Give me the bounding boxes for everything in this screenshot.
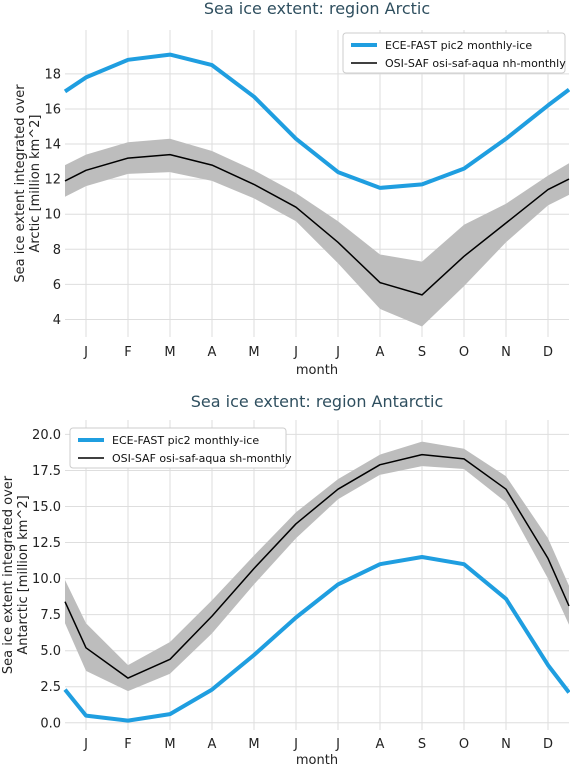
uncertainty-band <box>65 138 569 327</box>
series-line-1 <box>64 153 570 296</box>
x-tick-label: M <box>248 345 259 360</box>
y-tick-label: 14 <box>44 138 61 153</box>
y-tick-label: 12 <box>44 173 61 188</box>
y-axis-label: Sea ice extent integrated overAntarctic … <box>1 475 31 674</box>
x-tick-label: S <box>418 737 426 752</box>
x-tick-label: N <box>501 345 511 360</box>
x-tick-label: J <box>83 345 88 360</box>
x-tick-label: F <box>124 737 131 752</box>
y-tick-label: 0.0 <box>40 716 61 731</box>
x-tick-label: D <box>543 737 553 752</box>
y-axis-label: Sea ice extent integrated overArctic [mi… <box>13 84 43 283</box>
chart-title: Sea ice extent: region Antarctic <box>191 392 444 411</box>
x-tick-label: J <box>335 737 340 752</box>
y-axis-label-line: Antarctic [million km^2] <box>16 495 31 654</box>
x-tick-label: S <box>418 345 426 360</box>
uncertainty-band <box>65 441 569 692</box>
y-tick-label: 4 <box>53 313 61 328</box>
x-tick-label: J <box>293 737 298 752</box>
x-tick-label: M <box>164 737 175 752</box>
x-tick-label: O <box>459 345 469 360</box>
x-tick-label: A <box>376 345 385 360</box>
x-axis-label: month <box>296 363 338 378</box>
x-tick-label: M <box>248 737 259 752</box>
y-axis-label-line: Arctic [million km^2] <box>28 114 43 252</box>
y-tick-label: 10.0 <box>32 572 61 587</box>
x-tick-label: A <box>208 345 217 360</box>
y-axis-label-line: Sea ice extent integrated over <box>13 84 28 283</box>
y-tick-label: 18 <box>44 67 61 82</box>
x-tick-label: J <box>293 345 298 360</box>
y-tick-label: 20.0 <box>32 428 61 443</box>
legend-label-0: ECE-FAST pic2 monthly-ice <box>385 39 532 52</box>
y-tick-label: 6 <box>53 278 61 293</box>
y-tick-label: 16 <box>44 102 61 117</box>
x-tick-label: F <box>124 345 131 360</box>
plot-area <box>65 30 569 337</box>
series-line-0 <box>63 555 570 723</box>
y-tick-label: 8 <box>53 243 61 258</box>
chart-title: Sea ice extent: region Arctic <box>204 0 430 18</box>
x-axis-label: month <box>296 753 338 767</box>
y-tick-label: 10 <box>44 208 61 223</box>
x-tick-label: M <box>164 345 175 360</box>
chart-0: 4 6 8 10 12 14 16 18 J F M A M J J A S O N D Sea ice extent:… <box>13 0 570 378</box>
legend: ECE-FAST pic2 monthly-ice OSI-SAF osi-saf… <box>342 32 566 74</box>
y-tick-label: 15.0 <box>32 500 61 515</box>
legend: ECE-FAST pic2 monthly-ice OSI-SAF osi-saf… <box>69 427 292 469</box>
chart-1: 0.0 2.5 5.0 7.5 10.0 12.5 15.0 17.5 20.0 J F M A M J J A… <box>1 392 570 767</box>
y-tick-label: 2.5 <box>40 680 61 695</box>
x-tick-label: A <box>376 737 385 752</box>
legend-box <box>69 427 287 469</box>
x-tick-label: J <box>335 345 340 360</box>
y-tick-label: 12.5 <box>32 536 61 551</box>
legend-label-1: OSI-SAF osi-saf-aqua sh-monthly <box>112 452 292 465</box>
legend-box <box>342 32 566 74</box>
legend-label-1: OSI-SAF osi-saf-aqua nh-monthly <box>385 57 566 70</box>
series-line-0 <box>63 52 570 190</box>
y-axis-label-line: Sea ice extent integrated over <box>1 475 16 674</box>
legend-label-0: ECE-FAST pic2 monthly-ice <box>112 434 259 447</box>
x-tick-label: J <box>83 737 88 752</box>
x-tick-label: A <box>208 737 217 752</box>
x-tick-label: O <box>459 737 469 752</box>
y-tick-label: 5.0 <box>40 644 61 659</box>
y-tick-label: 17.5 <box>32 464 61 479</box>
x-tick-label: N <box>501 737 511 752</box>
x-tick-label: D <box>543 345 553 360</box>
y-tick-label: 7.5 <box>40 608 61 623</box>
series-line-1 <box>64 453 570 679</box>
